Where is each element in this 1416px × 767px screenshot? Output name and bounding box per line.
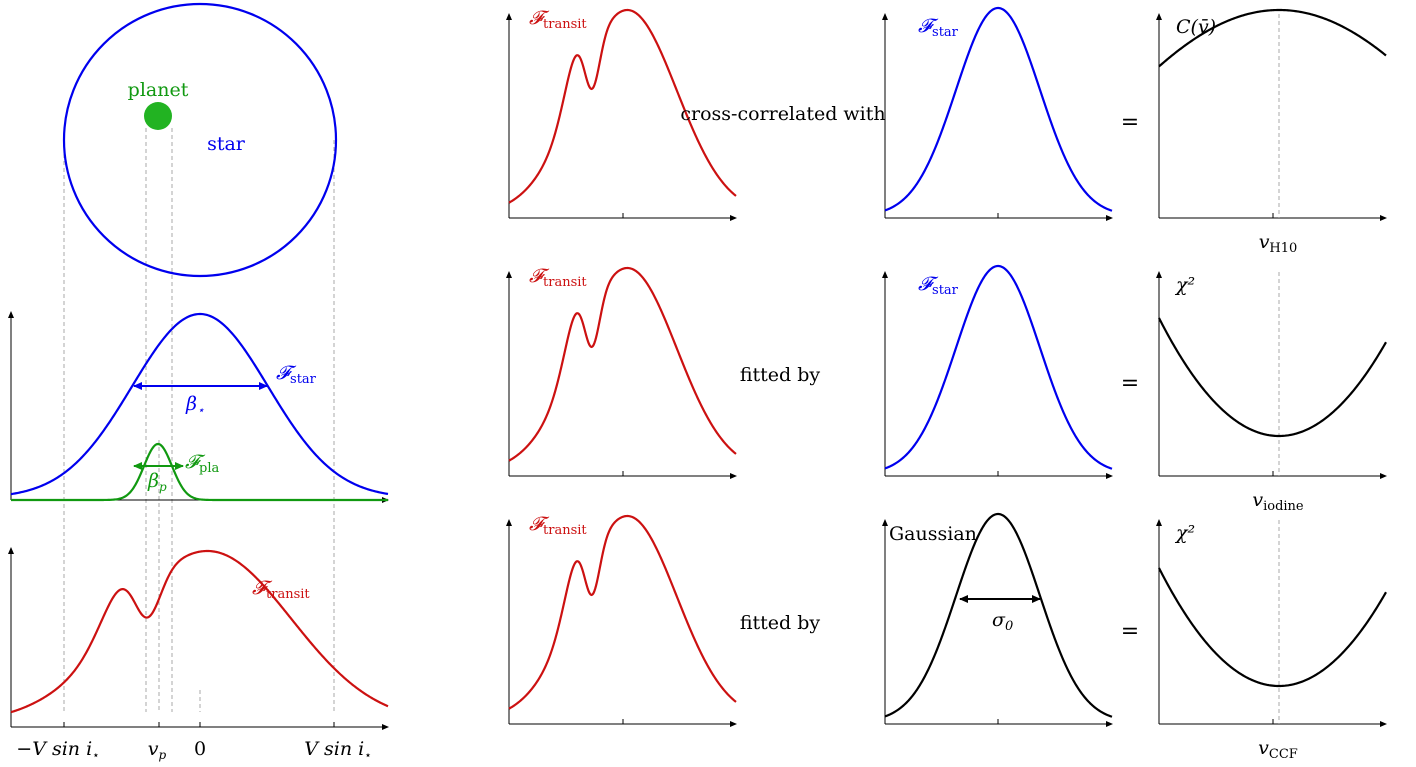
tick-label-minus-vsini: −V sin i⋆ — [16, 738, 99, 762]
equals-sign: = — [1121, 619, 1139, 644]
transit-profile-axes — [8, 547, 389, 730]
result-panel: χ² vCCF — [1156, 519, 1387, 762]
planet-label: planet — [128, 79, 189, 101]
result-panel-label: χ² — [1174, 522, 1195, 544]
equals-sign: = — [1121, 110, 1139, 135]
star-profile-label: 𝓕star — [276, 362, 317, 387]
tick-label-plus-vsini: V sin i⋆ — [304, 738, 371, 762]
beta-planet-label: βp — [147, 470, 167, 494]
comparison-row-1: 𝓕transit cross-correlated with 𝓕star = C(v̄)… — [506, 6, 1387, 256]
guide-lines — [63, 128, 335, 712]
star-profile-curve — [10, 312, 389, 496]
template-panel: 𝓕star — [882, 264, 1113, 479]
sigma-label-main: σ — [992, 609, 1006, 631]
result-panel-axis-label: vCCF — [1258, 737, 1298, 762]
planet-disk — [144, 102, 172, 130]
result-panel-axis-label-main: v — [1259, 231, 1270, 253]
result-panel-axis-label-main: v — [1258, 737, 1269, 759]
sigma-label-sub: 0 — [1005, 619, 1013, 634]
transit-panel-label: 𝓕transit — [529, 7, 587, 32]
result-panel-axis-label-main: v — [1252, 489, 1263, 511]
transit-panel: 𝓕transit — [506, 7, 737, 221]
transit-panel-curve — [508, 514, 737, 710]
operator-label: fitted by — [740, 612, 821, 634]
result-panel-axis-label-sub: CCF — [1269, 747, 1298, 762]
star-disk — [62, 2, 338, 278]
operator-label: cross-correlated with — [680, 103, 885, 125]
result-panel-axis-label: viodine — [1252, 489, 1304, 514]
template-panel-label-sub: star — [932, 25, 959, 40]
planet-profile-curve — [11, 442, 388, 502]
result-panel-axis-label: vH10 — [1259, 231, 1298, 256]
result-panel: χ² viodine — [1156, 271, 1387, 514]
template-panel: 𝓕star — [882, 6, 1113, 221]
beta-star-label: β⋆ — [185, 393, 205, 417]
transit-profile-label: 𝓕transit — [252, 577, 310, 602]
sigma-label: σ0 — [992, 609, 1013, 634]
transit-profile-curve — [10, 549, 389, 714]
equals-sign: = — [1121, 371, 1139, 396]
template-panel: Gaussian σ0 — [882, 512, 1113, 727]
template-panel-label: Gaussian — [889, 523, 977, 545]
transit-panel-label-sub: transit — [543, 275, 587, 290]
result-panel-label: C(v̄) — [1176, 16, 1216, 38]
comparison-row-2: 𝓕transit fitted by 𝓕star = χ² viodine — [506, 264, 1387, 514]
transit-panel: 𝓕transit — [506, 513, 737, 727]
transit-panel: 𝓕transit — [506, 265, 737, 479]
operator-label: fitted by — [740, 364, 821, 386]
result-panel-curve — [1158, 317, 1387, 438]
template-panel-curve — [884, 6, 1113, 212]
transit-panel-label-sub: transit — [543, 17, 587, 32]
star-label: star — [207, 133, 246, 155]
template-panel-label: 𝓕star — [918, 273, 959, 298]
result-panel-axis-label-sub: H10 — [1269, 241, 1297, 256]
transit-panel-curve — [508, 8, 737, 204]
template-panel-label: 𝓕star — [918, 15, 959, 40]
left-column: planet star 𝓕star β⋆ 𝓕pla βp 𝓕transit −V… — [8, 2, 389, 762]
transit-panel-label: 𝓕transit — [529, 265, 587, 290]
result-panel: C(v̄) vH10 — [1156, 8, 1387, 256]
transit-panel-label: 𝓕transit — [529, 513, 587, 538]
tick-label-zero: 0 — [194, 738, 206, 760]
result-panel-label: χ² — [1174, 274, 1195, 296]
template-panel-curve — [884, 264, 1113, 470]
comparison-rows: 𝓕transit cross-correlated with 𝓕star = C(v̄)… — [506, 6, 1387, 762]
transit-panel-curve — [508, 266, 737, 462]
transit-panel-label-sub: transit — [543, 523, 587, 538]
result-panel-axis-label-sub: iodine — [1263, 499, 1304, 514]
template-panel-curve — [884, 512, 1113, 718]
tick-label-vp: vp — [148, 738, 167, 762]
template-panel-label-sub: star — [932, 283, 959, 298]
comparison-row-3: 𝓕transit fitted by Gaussian σ0 = χ² vCCF — [506, 512, 1387, 762]
planet-profile-label: 𝓕pla — [185, 451, 220, 476]
result-panel-curve — [1158, 567, 1387, 688]
result-panel-curve — [1158, 8, 1387, 68]
